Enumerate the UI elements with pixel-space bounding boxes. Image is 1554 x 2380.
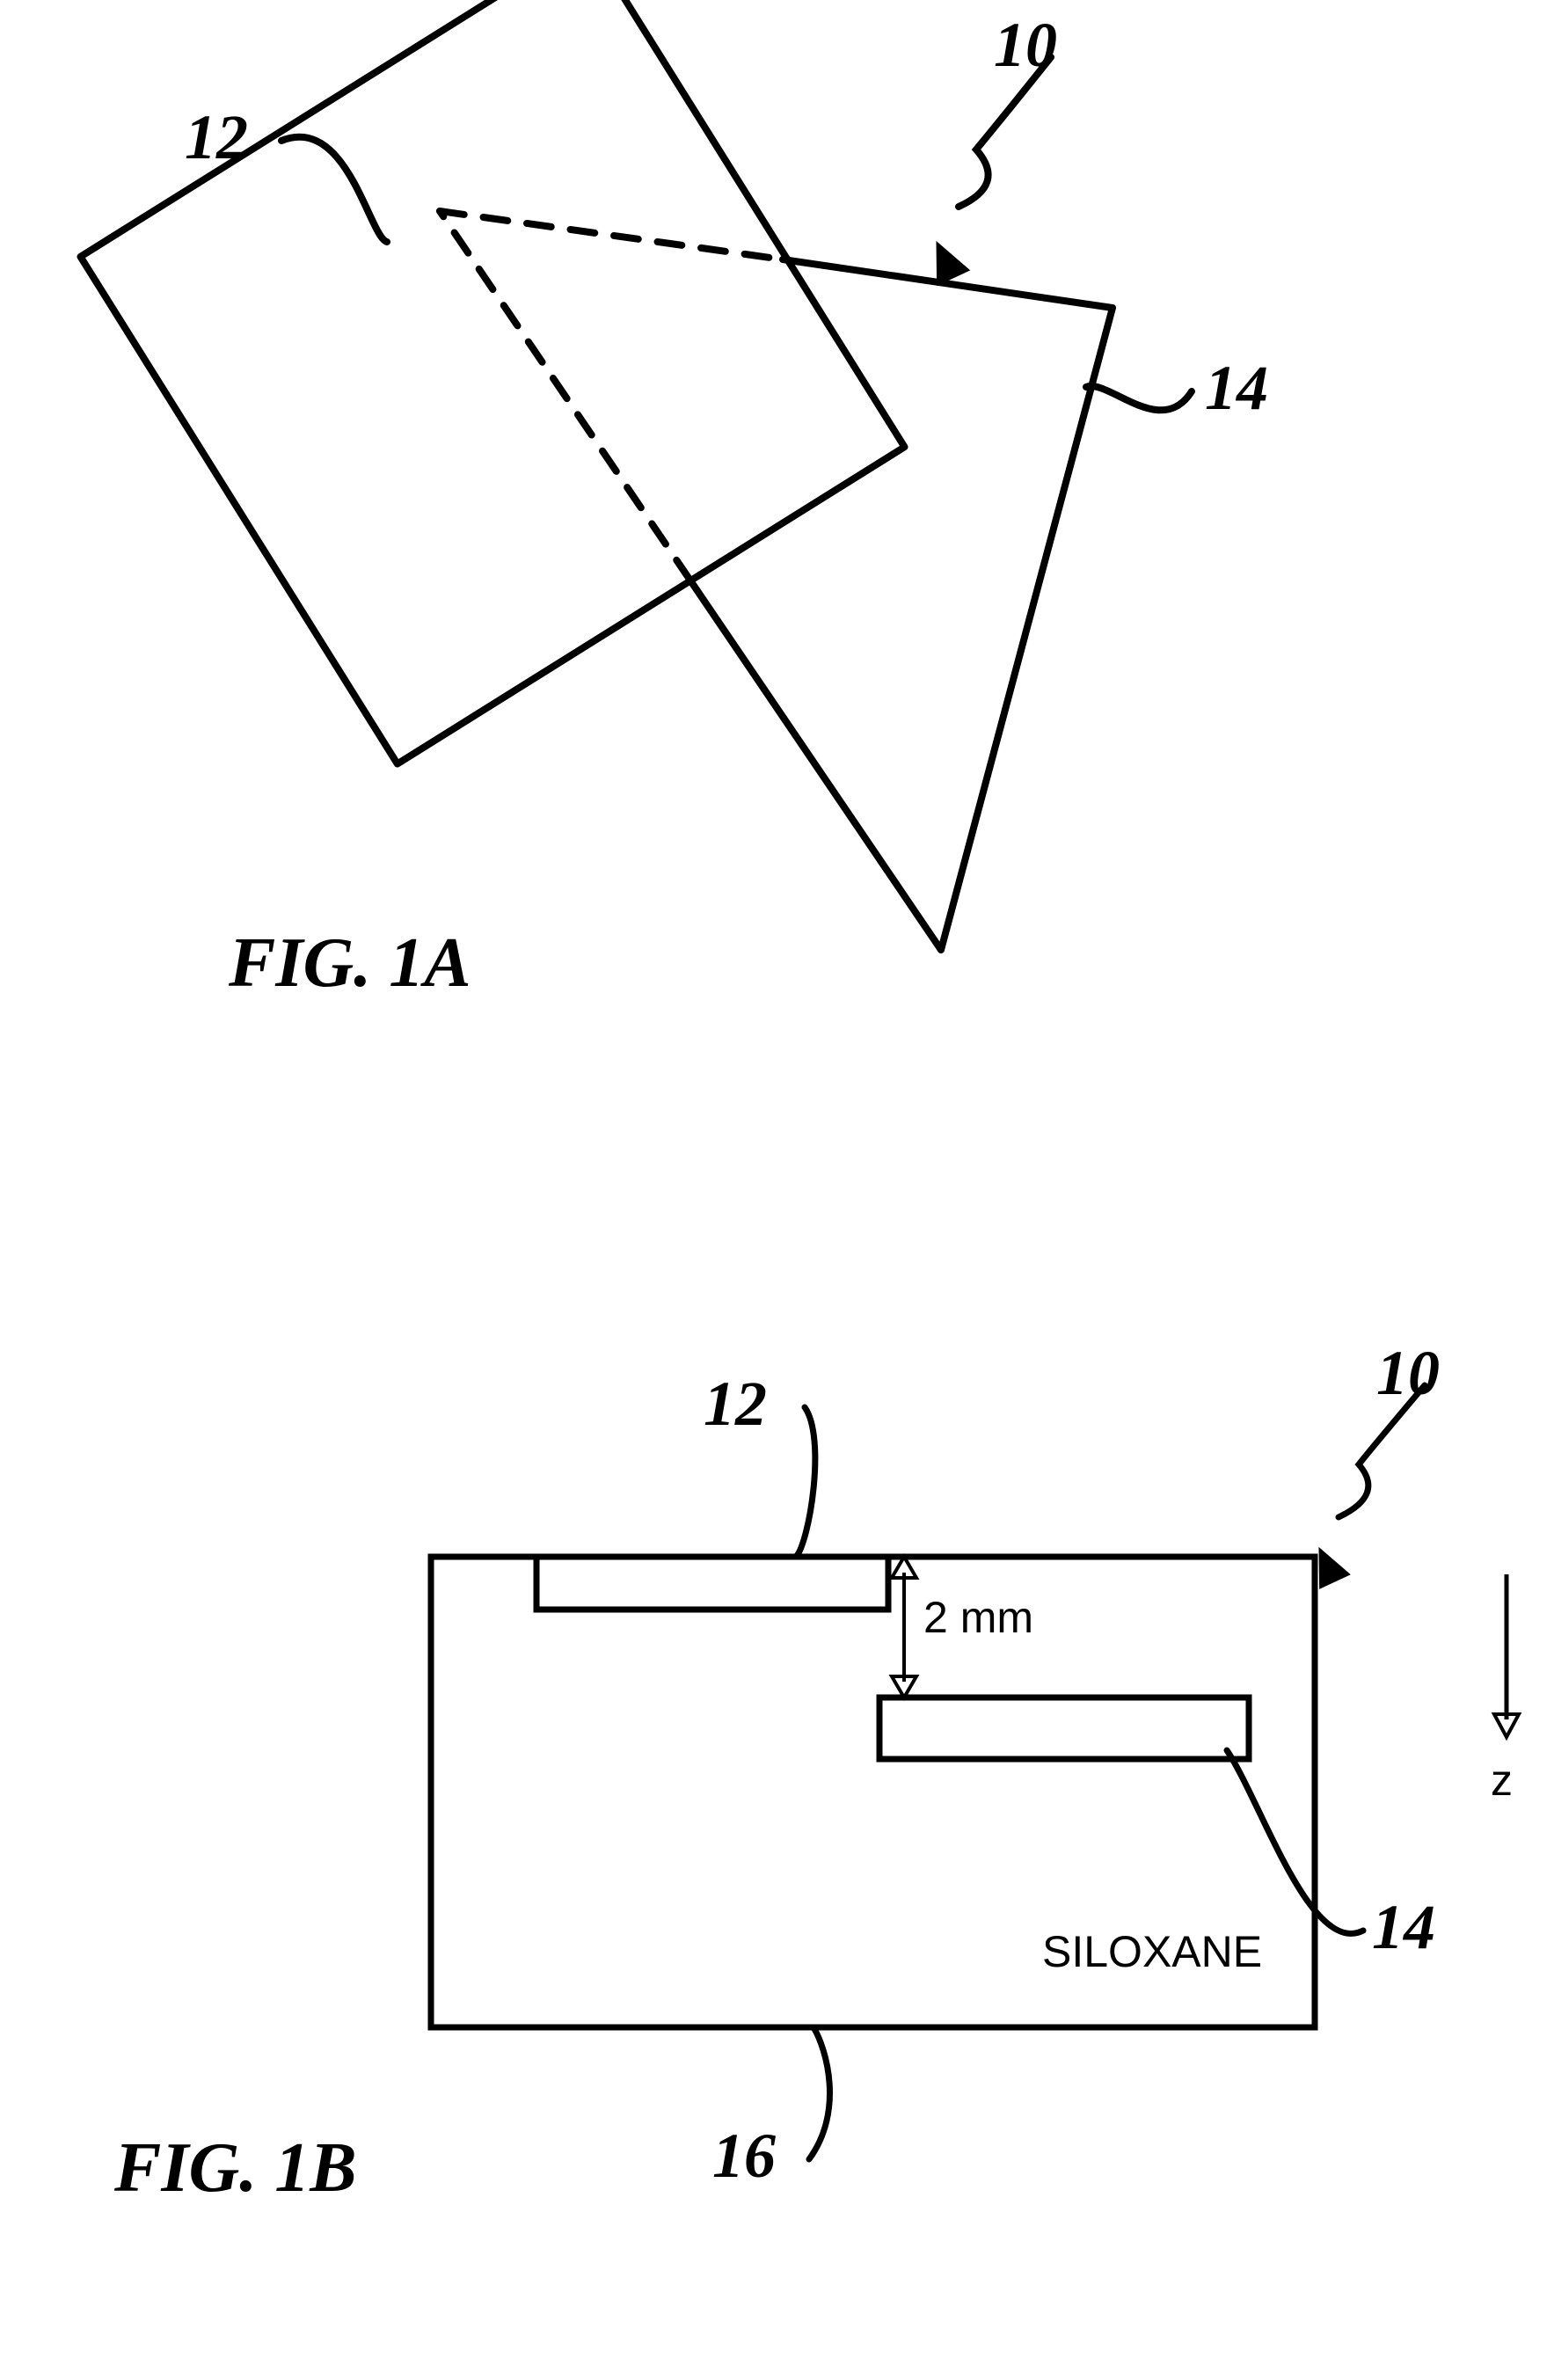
fig1a-label: FIG. 1A	[229, 924, 471, 1004]
z-label: z	[1491, 1755, 1513, 1806]
ref-12-b: 12	[704, 1368, 767, 1441]
diagram-svg	[0, 0, 1554, 2376]
siloxane-label: SILOXANE	[1042, 1926, 1262, 1977]
ref-10-a: 10	[994, 9, 1057, 82]
dim-label: 2 mm	[923, 1592, 1033, 1643]
ref-14-b: 14	[1372, 1891, 1435, 1964]
ref-12-a: 12	[185, 101, 248, 174]
ref-14-a: 14	[1205, 352, 1268, 425]
ref-16-b: 16	[712, 2120, 776, 2193]
ref-10-b: 10	[1376, 1337, 1440, 1410]
figure-container: FIG. 1A 10 12 14 FIG. 1B 10 12 14 16 z 2…	[0, 0, 1554, 2376]
fig1b-label: FIG. 1B	[114, 2128, 357, 2208]
